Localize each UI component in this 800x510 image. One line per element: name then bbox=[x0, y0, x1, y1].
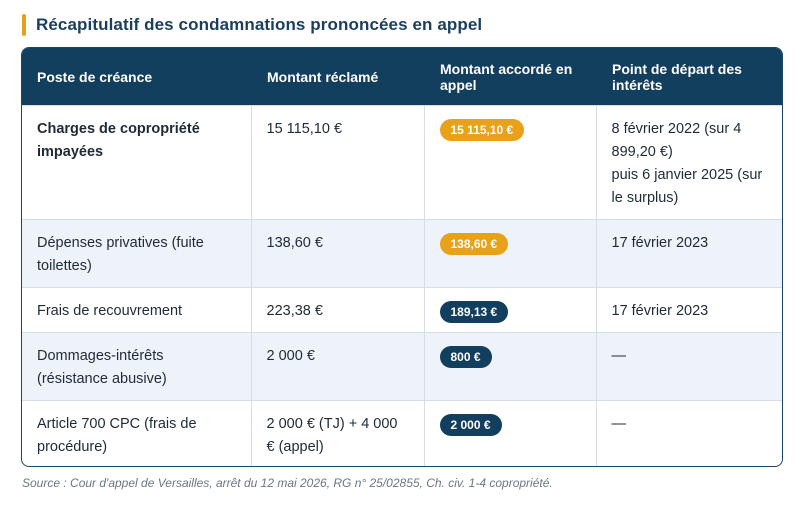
table-row: Frais de recouvrement 223,38 € 189,13 € … bbox=[22, 287, 782, 333]
cell-accorde: 800 € bbox=[424, 332, 597, 401]
cell-reclame: 2 000 € bbox=[251, 332, 425, 401]
cell-accorde: 138,60 € bbox=[424, 219, 597, 288]
amount-badge: 2 000 € bbox=[439, 414, 502, 436]
page-title: Récapitulatif des condamnations prononcé… bbox=[36, 15, 483, 34]
cell-interets: — bbox=[596, 400, 782, 466]
cell-poste: Dépenses privatives (fuite toilettes) bbox=[22, 219, 252, 288]
cell-reclame: 15 115,10 € bbox=[251, 105, 425, 220]
cell-poste: Article 700 CPC (frais de procédure) bbox=[22, 400, 252, 466]
table-row: Article 700 CPC (frais de procédure) 2 0… bbox=[22, 400, 782, 466]
cell-accorde: 15 115,10 € bbox=[424, 105, 597, 220]
cell-reclame: 138,60 € bbox=[251, 219, 425, 288]
table-row: Dépenses privatives (fuite toilettes) 13… bbox=[22, 219, 782, 288]
interets-line: 8 février 2022 (sur 4 899,20 €) bbox=[611, 121, 742, 160]
interets-line: puis 6 janvier 2025 (sur le surplus) bbox=[611, 167, 763, 206]
amount-badge: 15 115,10 € bbox=[439, 119, 525, 141]
cell-poste: Frais de recouvrement bbox=[22, 287, 252, 333]
header-point-depart: Point de départ des intérêts bbox=[596, 48, 782, 106]
condemnations-table-container: Poste de créance Montant réclamé Montant… bbox=[21, 47, 783, 467]
header-poste: Poste de créance bbox=[22, 48, 251, 106]
cell-interets: — bbox=[596, 332, 782, 401]
cell-poste: Charges de copropriété impayées bbox=[22, 105, 252, 220]
cell-accorde: 2 000 € bbox=[424, 400, 597, 466]
amount-badge: 138,60 € bbox=[439, 233, 509, 255]
source-citation: Source : Cour d'appel de Versailles, arr… bbox=[22, 476, 553, 490]
condemnations-table: Poste de créance Montant réclamé Montant… bbox=[22, 48, 782, 466]
table-row: Charges de copropriété impayées 15 115,1… bbox=[22, 105, 782, 220]
cell-reclame: 2 000 € (TJ) + 4 000 € (appel) bbox=[251, 400, 425, 466]
header-montant-accorde: Montant accordé en appel bbox=[424, 48, 596, 106]
cell-reclame: 223,38 € bbox=[251, 287, 425, 333]
cell-accorde: 189,13 € bbox=[424, 287, 597, 333]
header-montant-reclame: Montant réclamé bbox=[251, 48, 424, 106]
cell-interets: 17 février 2023 bbox=[596, 287, 782, 333]
cell-poste: Dommages-intérêts (résistance abusive) bbox=[22, 332, 252, 401]
cell-interets: 8 février 2022 (sur 4 899,20 €) puis 6 j… bbox=[596, 105, 782, 220]
amount-badge: 189,13 € bbox=[439, 301, 509, 323]
table-header-row: Poste de créance Montant réclamé Montant… bbox=[22, 48, 782, 106]
amount-badge: 800 € bbox=[439, 346, 492, 368]
section-header: Récapitulatif des condamnations prononcé… bbox=[22, 14, 482, 36]
cell-interets: 17 février 2023 bbox=[596, 219, 782, 288]
table-row: Dommages-intérêts (résistance abusive) 2… bbox=[22, 332, 782, 401]
title-accent-bar bbox=[22, 14, 26, 36]
